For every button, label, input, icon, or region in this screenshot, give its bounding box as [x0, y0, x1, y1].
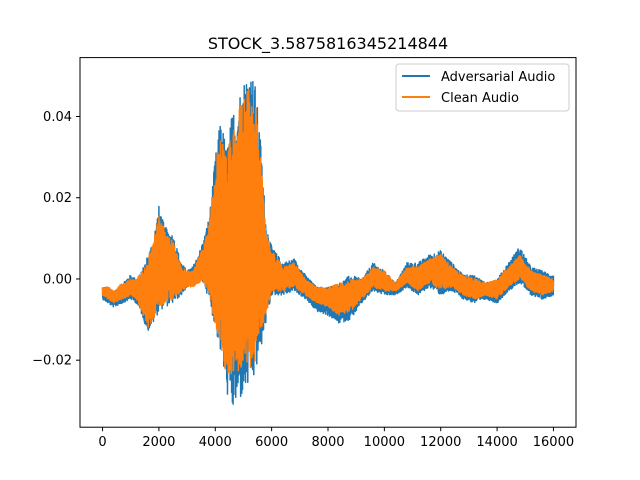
- legend: Adversarial Audio Clean Audio: [395, 63, 570, 112]
- y-tick-label: 0.04: [43, 110, 72, 125]
- x-tick-label: 6000: [255, 435, 288, 450]
- legend-label-adversarial: Adversarial Audio: [441, 70, 555, 85]
- series-layer: [101, 81, 555, 405]
- y-axis: −0.02 0.00 0.02 0.04: [32, 110, 80, 369]
- x-tick-label: 2000: [142, 435, 175, 450]
- y-tick-label: −0.02: [32, 354, 72, 369]
- x-tick-label: 0: [98, 435, 106, 450]
- y-tick-label: 0.02: [43, 191, 72, 206]
- legend-label-clean: Clean Audio: [441, 91, 519, 106]
- x-tick-label: 4000: [199, 435, 232, 450]
- series-line-clean-audio: [101, 89, 555, 375]
- x-tick-label: 10000: [364, 435, 405, 450]
- x-tick-label: 14000: [476, 435, 517, 450]
- legend-box: [395, 63, 570, 112]
- x-tick-label: 8000: [311, 435, 344, 450]
- chart-title: STOCK_3.5875816345214844: [208, 34, 448, 54]
- x-tick-label: 12000: [420, 435, 461, 450]
- plot-area: [101, 81, 555, 405]
- x-tick-label: 16000: [533, 435, 574, 450]
- x-axis: 0 2000 4000 6000 8000 10000 12000 14000 16000: [98, 427, 574, 450]
- y-tick-label: 0.00: [43, 272, 72, 287]
